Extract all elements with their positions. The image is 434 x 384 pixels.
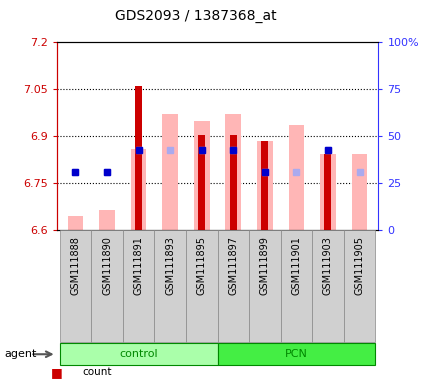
Bar: [217, 230, 249, 342]
Bar: [99, 210, 115, 230]
Bar: [67, 216, 83, 230]
Text: GDS2093 / 1387368_at: GDS2093 / 1387368_at: [115, 9, 276, 23]
Bar: [288, 125, 304, 230]
Text: count: count: [82, 367, 112, 377]
Bar: [229, 135, 236, 230]
Bar: [217, 343, 375, 366]
Bar: [162, 114, 178, 230]
Text: GSM111893: GSM111893: [165, 236, 175, 295]
Text: GSM111897: GSM111897: [228, 236, 238, 295]
Text: ■: ■: [50, 366, 62, 379]
Text: GSM111905: GSM111905: [354, 236, 364, 295]
Bar: [122, 230, 154, 342]
Text: GSM111890: GSM111890: [102, 236, 112, 295]
Bar: [256, 141, 272, 230]
Text: control: control: [119, 349, 158, 359]
Bar: [351, 154, 367, 230]
Bar: [194, 121, 209, 230]
Text: agent: agent: [4, 349, 36, 359]
Bar: [198, 135, 205, 230]
Bar: [91, 230, 122, 342]
Bar: [185, 230, 217, 342]
Text: GSM111901: GSM111901: [291, 236, 301, 295]
Bar: [261, 141, 268, 230]
Bar: [59, 230, 91, 342]
Bar: [225, 114, 240, 230]
Bar: [135, 86, 142, 230]
Text: GSM111888: GSM111888: [70, 236, 80, 295]
Bar: [130, 149, 146, 230]
Bar: [249, 230, 280, 342]
Bar: [280, 230, 312, 342]
Bar: [59, 343, 217, 366]
Bar: [312, 230, 343, 342]
Text: GSM111903: GSM111903: [322, 236, 332, 295]
Text: GSM111899: GSM111899: [259, 236, 269, 295]
Bar: [319, 154, 335, 230]
Text: PCN: PCN: [284, 349, 307, 359]
Text: GSM111895: GSM111895: [196, 236, 206, 295]
Bar: [324, 154, 331, 230]
Bar: [154, 230, 185, 342]
Bar: [343, 230, 375, 342]
Text: GSM111891: GSM111891: [133, 236, 143, 295]
